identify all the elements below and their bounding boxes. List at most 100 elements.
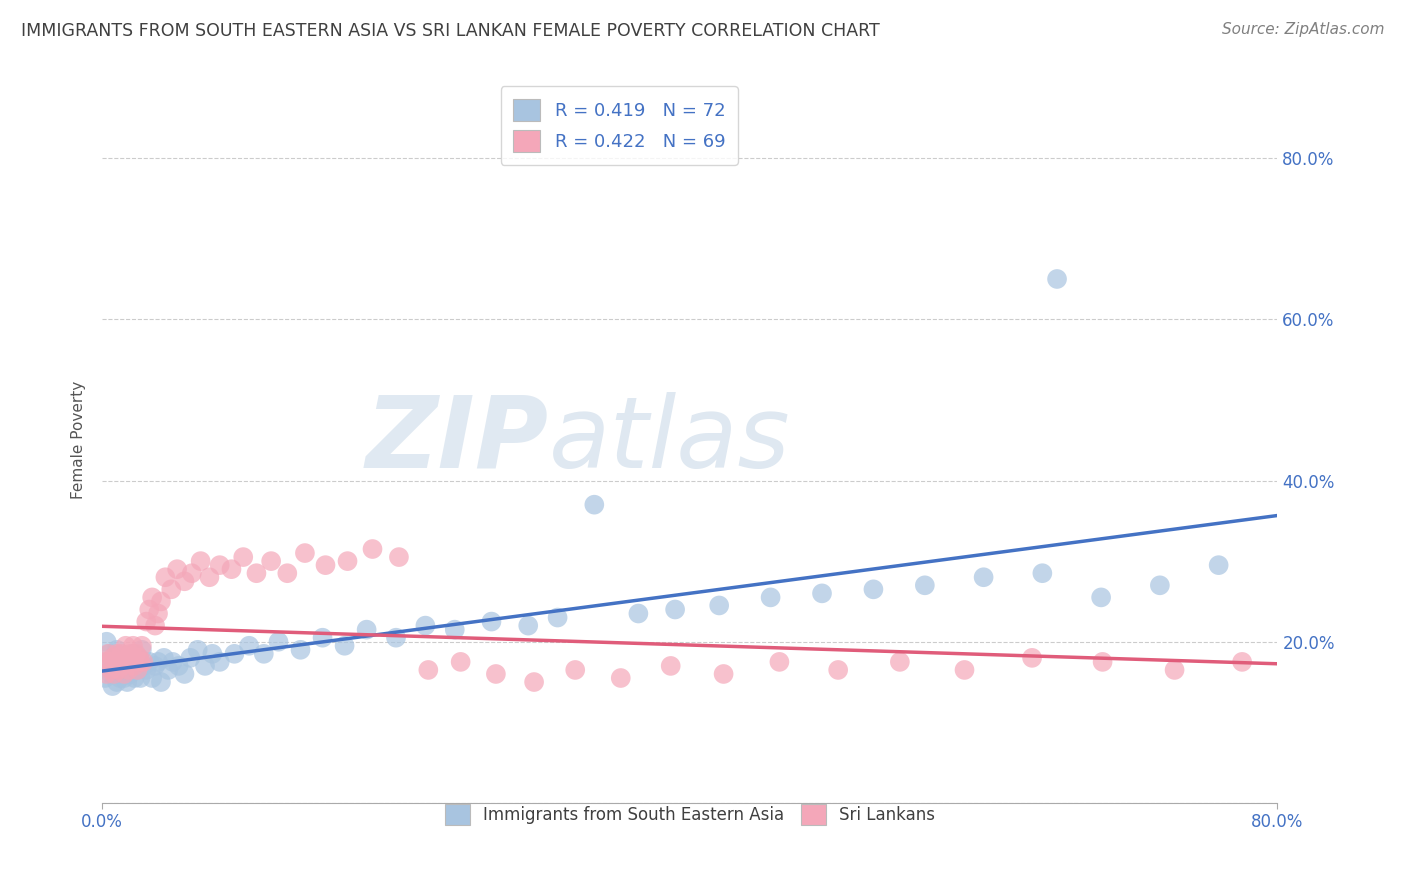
Point [111, 663, 134, 677]
Point [1230, 655, 1253, 669]
Point [107, 663, 129, 677]
Point [862, 582, 884, 597]
Point [167, 659, 190, 673]
Text: atlas: atlas [548, 392, 790, 489]
Legend: Immigrants from South Eastern Asia, Sri Lankans: Immigrants from South Eastern Asia, Sri … [434, 794, 945, 835]
Point [659, 659, 682, 673]
Point [131, 639, 153, 653]
Point [108, 671, 131, 685]
Point [224, 647, 246, 661]
Point [114, 639, 136, 653]
Point [1281, 663, 1303, 677]
Point [146, 607, 169, 621]
Point [149, 675, 172, 690]
Point [173, 667, 195, 681]
Point [564, 663, 586, 677]
Point [131, 642, 153, 657]
Point [1163, 663, 1185, 677]
Point [97, 647, 120, 661]
Point [208, 655, 231, 669]
Point [103, 655, 125, 669]
Point [253, 647, 276, 661]
Point [115, 675, 138, 690]
Point [118, 651, 141, 665]
Point [179, 651, 201, 665]
Point [104, 659, 127, 673]
Text: ZIP: ZIP [366, 392, 548, 489]
Point [713, 667, 735, 681]
Point [122, 639, 145, 653]
Point [125, 647, 148, 661]
Point [124, 671, 146, 685]
Point [311, 631, 333, 645]
Point [523, 675, 546, 690]
Point [953, 663, 976, 677]
Point [124, 659, 146, 673]
Point [128, 651, 150, 665]
Point [276, 566, 298, 581]
Point [104, 663, 127, 677]
Text: IMMIGRANTS FROM SOUTH EASTERN ASIA VS SRI LANKAN FEMALE POVERTY CORRELATION CHAR: IMMIGRANTS FROM SOUTH EASTERN ASIA VS SR… [21, 22, 880, 40]
Point [166, 562, 188, 576]
Point [294, 546, 316, 560]
Point [194, 659, 217, 673]
Point [120, 667, 142, 681]
Point [443, 623, 465, 637]
Point [155, 570, 177, 584]
Point [973, 570, 995, 584]
Point [1208, 558, 1230, 573]
Point [160, 582, 183, 597]
Point [146, 655, 169, 669]
Point [97, 659, 120, 673]
Point [208, 558, 231, 573]
Point [1021, 651, 1043, 665]
Point [245, 566, 267, 581]
Point [238, 639, 260, 653]
Point [187, 642, 209, 657]
Point [180, 566, 202, 581]
Point [100, 667, 122, 681]
Point [811, 586, 834, 600]
Point [388, 550, 411, 565]
Point [260, 554, 283, 568]
Point [138, 655, 160, 669]
Point [517, 618, 540, 632]
Point [129, 655, 152, 669]
Point [1090, 591, 1112, 605]
Point [128, 651, 150, 665]
Point [583, 498, 606, 512]
Point [232, 550, 254, 565]
Point [141, 591, 163, 605]
Point [135, 615, 157, 629]
Point [127, 663, 149, 677]
Point [105, 647, 128, 661]
Point [198, 570, 221, 584]
Point [105, 642, 128, 657]
Point [759, 591, 782, 605]
Point [121, 655, 143, 669]
Point [221, 562, 243, 576]
Point [101, 651, 124, 665]
Point [129, 671, 152, 685]
Point [356, 623, 378, 637]
Point [98, 647, 121, 661]
Y-axis label: Female Poverty: Female Poverty [72, 381, 86, 500]
Point [103, 667, 125, 681]
Point [315, 558, 337, 573]
Point [114, 659, 136, 673]
Point [141, 671, 163, 685]
Point [1091, 655, 1114, 669]
Point [336, 554, 359, 568]
Point [385, 631, 408, 645]
Point [418, 663, 440, 677]
Point [143, 659, 166, 673]
Point [768, 655, 790, 669]
Point [290, 642, 312, 657]
Point [94, 655, 117, 669]
Point [1031, 566, 1053, 581]
Point [127, 663, 149, 677]
Point [112, 667, 135, 681]
Point [132, 655, 155, 669]
Point [125, 655, 148, 669]
Point [1046, 272, 1069, 286]
